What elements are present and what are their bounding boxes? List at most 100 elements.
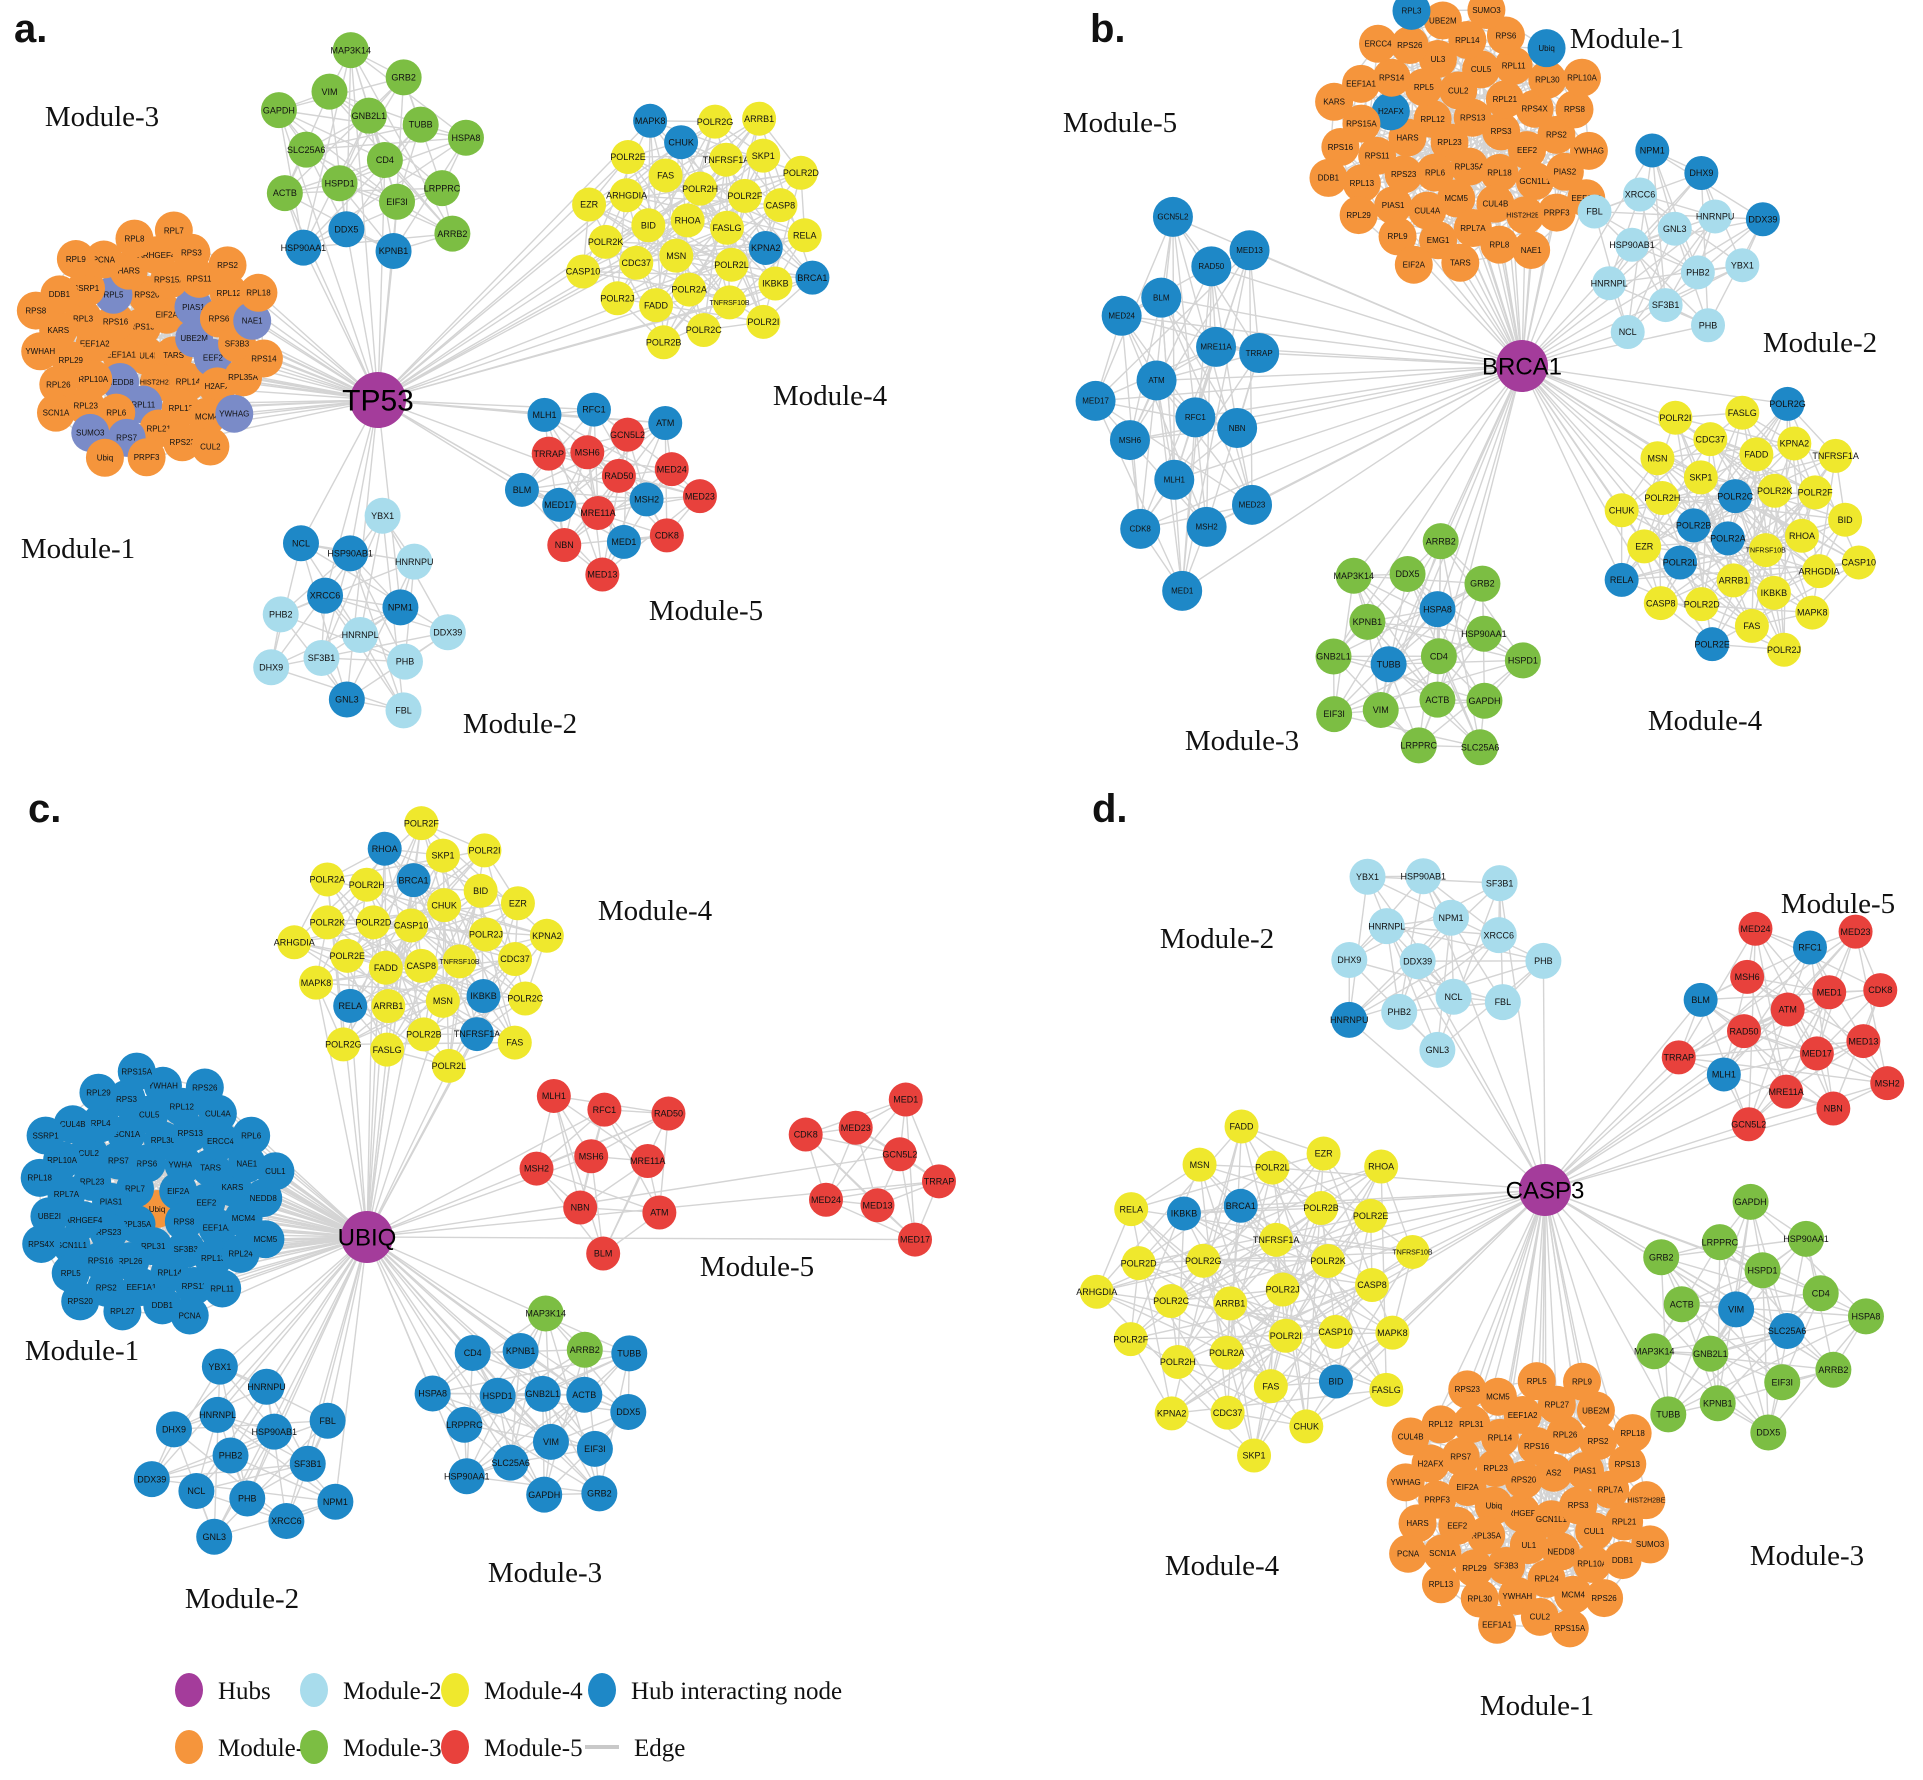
node-label-GNL3: GNL3 [202, 1532, 226, 1542]
module-title-Module-2: Module-2 [185, 1583, 299, 1615]
node-label-RPL31: RPL31 [1459, 1420, 1484, 1429]
node-label-RPL9: RPL9 [66, 255, 87, 264]
node-label-RPS16: RPS16 [1524, 1442, 1550, 1451]
node-label-KARS: KARS [47, 326, 69, 335]
node-label-FADD: FADD [644, 300, 669, 310]
node-label-RPS15A: RPS15A [121, 1067, 152, 1076]
node-label-YBX1: YBX1 [1356, 872, 1379, 882]
node-label-SCN1A: SCN1A [1429, 1549, 1456, 1558]
node-label-CUL4A: CUL4A [1414, 206, 1440, 215]
node-label-SLC25A6: SLC25A6 [287, 145, 326, 155]
node-label-POLR2E: POLR2E [610, 152, 646, 162]
node-label-MED13: MED13 [587, 570, 617, 580]
node-label-HNRNPU: HNRNPU [247, 1382, 286, 1392]
node-label-KPNB1: KPNB1 [379, 246, 409, 256]
node-label-RPS3: RPS3 [1491, 127, 1512, 136]
node-label-PIAS1: PIAS1 [1382, 201, 1405, 210]
node-label-EIF3I: EIF3I [1771, 1377, 1793, 1387]
node-label-PCNA: PCNA [93, 255, 116, 264]
node-label-RPL9: RPL9 [1572, 1378, 1593, 1387]
node-label-RPL5: RPL5 [1527, 1377, 1548, 1386]
node-label-RPS3: RPS3 [181, 249, 202, 258]
node-label-KPNA2: KPNA2 [532, 931, 562, 941]
node-label-SKP1: SKP1 [431, 851, 454, 861]
node-label-MSH6: MSH6 [579, 1151, 604, 1161]
node-label-SUMO3: SUMO3 [1636, 1540, 1665, 1549]
node-label-NBN: NBN [1229, 424, 1246, 433]
node-label-GCN5L2: GCN5L2 [1157, 213, 1189, 222]
node-label-CDK8: CDK8 [1868, 985, 1892, 995]
legend-label-hubs: Hubs [218, 1678, 271, 1705]
node-label-POLR2A: POLR2A [1710, 534, 1746, 544]
node-label-SLC25A6: SLC25A6 [1461, 742, 1500, 752]
node-label-PIAS1: PIAS1 [1574, 1467, 1597, 1476]
node-label-Ubiq: Ubiq [1538, 44, 1554, 53]
node-label-CUL2: CUL2 [78, 1149, 99, 1158]
legend-label-module-5: Module-5 [484, 1735, 583, 1762]
node-label-RPL29: RPL29 [59, 356, 84, 365]
node-label-FBL: FBL [319, 1416, 336, 1426]
node-label-BRCA1: BRCA1 [797, 273, 827, 283]
node-label-RPL7A: RPL7A [1460, 224, 1486, 233]
node-label-RPS3: RPS3 [116, 1095, 137, 1104]
node-label-FADD: FADD [374, 963, 399, 973]
node-label-HNRNPU: HNRNPU [1696, 212, 1735, 222]
node-label-MED23: MED23 [685, 491, 715, 501]
node-label-FASLG: FASLG [373, 1045, 402, 1055]
node-label-GAPDH: GAPDH [528, 1490, 560, 1500]
node-label-RPL29: RPL29 [1462, 1564, 1487, 1573]
node-label-MRE11A: MRE11A [580, 508, 615, 518]
node-label-NBN: NBN [555, 540, 574, 550]
legend-label-edge: Edge [634, 1735, 685, 1762]
node-label-POLR2E: POLR2E [1353, 1211, 1389, 1221]
node-label-GAPDH: GAPDH [1468, 696, 1500, 706]
node-label-RPS23: RPS23 [1391, 170, 1417, 179]
node-label-ATM: ATM [650, 1208, 668, 1218]
module-title-Module-5: Module-5 [700, 1251, 814, 1283]
node-label-EIF2A: EIF2A [1456, 1483, 1479, 1492]
node-label-RPL11: RPL11 [210, 1284, 234, 1293]
node-label-SF3B3: SF3B3 [225, 339, 250, 348]
node-label-IKBKB: IKBKB [762, 279, 789, 289]
node-label-GNL3: GNL3 [335, 695, 359, 705]
node-label-MED1: MED1 [1171, 587, 1194, 596]
node-label-YWHAG: YWHAG [1391, 1478, 1421, 1487]
node-label-RPL18: RPL18 [246, 289, 271, 298]
node-label-DDX39: DDX39 [433, 627, 462, 637]
node-label-PHB2: PHB2 [1686, 267, 1710, 277]
node-label-CDC37: CDC37 [1213, 1408, 1243, 1418]
node-label-GRB2: GRB2 [391, 73, 416, 83]
node-label-MLH1: MLH1 [1164, 476, 1186, 485]
node-label-POLR2G: POLR2G [1185, 1256, 1222, 1266]
node-label-RPL30: RPL30 [1535, 76, 1560, 85]
panel-b: RFC1ATMMRE11AMLH1BLMNBNMSH6RAD50MSH2MED2… [1063, 0, 1877, 765]
module-title-Module-3: Module-3 [45, 101, 159, 133]
node-label-BID: BID [473, 886, 489, 896]
node-label-RELA: RELA [1119, 1204, 1143, 1214]
node-label-Ubiq: Ubiq [1486, 1502, 1502, 1511]
node-label-RPS15A: RPS15A [1346, 119, 1377, 128]
node-label-RPL23: RPL23 [73, 402, 98, 411]
node-label-FASLG: FASLG [712, 223, 741, 233]
node-label-GRB2: GRB2 [1649, 1252, 1674, 1262]
node-label-RPS8: RPS8 [1564, 105, 1585, 114]
node-label-RPL21: RPL21 [1493, 95, 1518, 104]
node-label-POLR2A: POLR2A [671, 285, 707, 295]
node-label-CDC37: CDC37 [1696, 434, 1726, 444]
hub-label-CASP3: CASP3 [1506, 1177, 1585, 1204]
node-label-RPL8: RPL8 [124, 234, 145, 243]
node-label-EIF2A: EIF2A [156, 311, 179, 320]
legend-label-module-4: Module-4 [484, 1678, 583, 1705]
node-label-MCM5: MCM5 [254, 1235, 278, 1244]
node-label-CASP8: CASP8 [766, 200, 796, 210]
node-label-POLR2J: POLR2J [1767, 645, 1801, 655]
node-label-RPL29: RPL29 [86, 1089, 111, 1098]
node-label-RPS6: RPS6 [136, 1159, 157, 1168]
node-label-NBN: NBN [571, 1203, 590, 1213]
node-label-DDX5: DDX5 [1396, 569, 1420, 579]
node-label-POLR2C: POLR2C [686, 325, 723, 335]
node-label-RPL12: RPL12 [217, 289, 242, 298]
node-label-BLM: BLM [513, 485, 532, 495]
node-label-RPS6: RPS6 [1495, 31, 1516, 40]
